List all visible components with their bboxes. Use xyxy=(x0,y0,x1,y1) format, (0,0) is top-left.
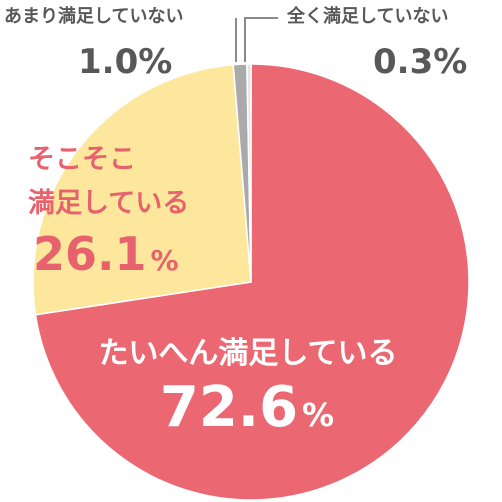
pie-slice-very-satisfied xyxy=(34,63,470,501)
slice-value-somewhat-satisfied-number: 26.1 xyxy=(33,227,147,281)
slice-value-somewhat-satisfied: 26.1% xyxy=(33,227,179,281)
slice-value-somewhat-satisfied-unit: % xyxy=(151,244,179,277)
slice-value-not-satisfied: 0.3% xyxy=(373,42,467,82)
leader-line-not-satisfied xyxy=(244,17,278,62)
pie-slice-not-satisfied xyxy=(246,63,252,283)
slice-label-slightly-unsatisfied: あまり満足していない xyxy=(4,5,183,27)
slice-value-very-satisfied-unit: % xyxy=(302,396,334,434)
slice-value-very-satisfied-number: 72.6 xyxy=(160,375,298,440)
slice-label-somewhat-satisfied-line1: そこそこ xyxy=(28,144,136,175)
slice-value-very-satisfied: 72.6% xyxy=(160,375,334,440)
slice-label-very-satisfied: たいへん満足している xyxy=(98,336,397,371)
slice-label-not-satisfied: 全く満足していない xyxy=(286,5,448,27)
slice-value-slightly-unsatisfied: 1.0% xyxy=(78,42,172,82)
slice-label-somewhat-satisfied-line2: 満足している xyxy=(28,188,189,219)
pie-slice-somewhat-satisfied xyxy=(32,63,252,316)
